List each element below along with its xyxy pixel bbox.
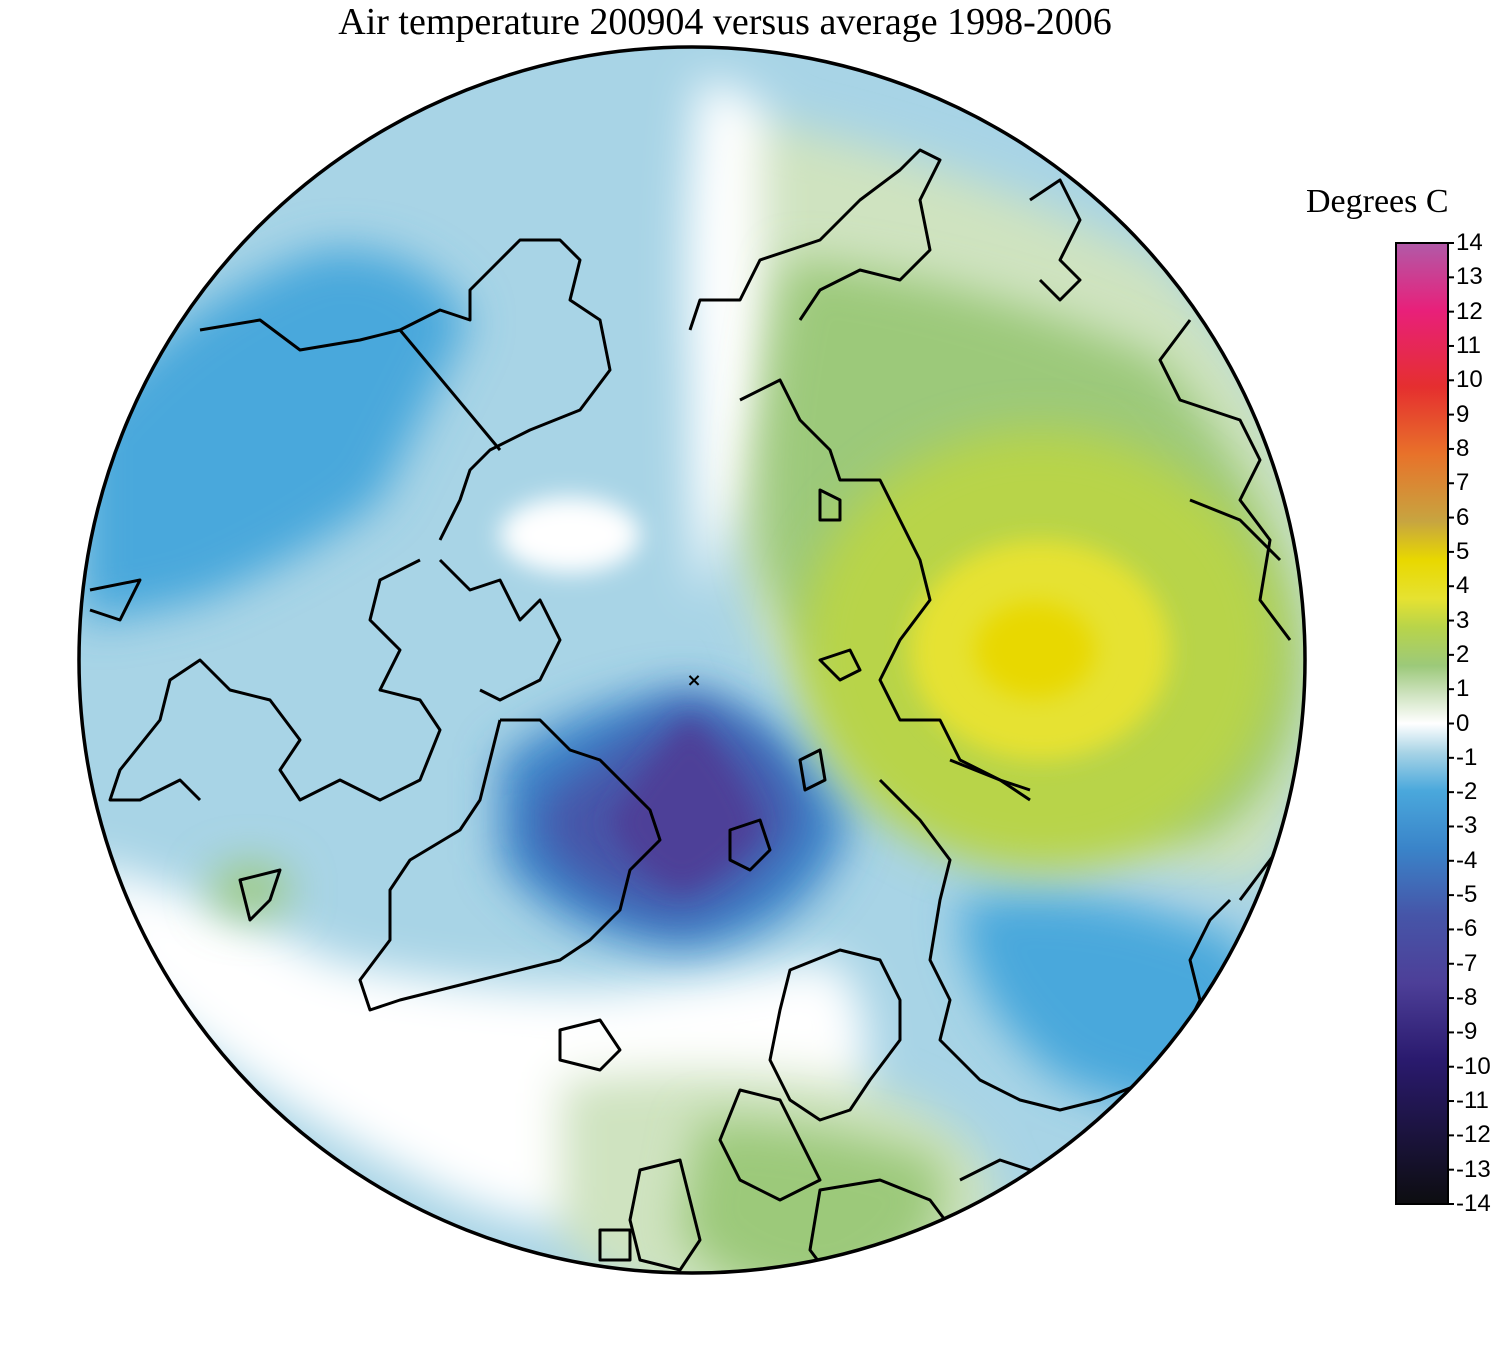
colorbar-tick-label: 13: [1456, 263, 1483, 291]
colorbar-tick-label: 5: [1456, 537, 1470, 565]
map-title: Air temperature 200904 versus average 19…: [338, 1, 1112, 43]
colorbar-tick-label: -2: [1456, 778, 1478, 806]
colorbar-tick-label: -6: [1456, 915, 1478, 943]
colorbar-tick-label: 14: [1456, 229, 1483, 256]
colorbar-ramp: [1395, 242, 1449, 1205]
colorbar-tick-label: 10: [1456, 366, 1483, 394]
colorbar-tick-label: -3: [1456, 812, 1478, 840]
colorbar-tick-label: -1: [1456, 743, 1478, 771]
colorbar-tick-label: -11: [1456, 1087, 1489, 1115]
colorbar-tick-label: -5: [1456, 881, 1478, 909]
colorbar-tick-label: -4: [1456, 846, 1478, 874]
colorbar-tick-label: -12: [1456, 1121, 1491, 1149]
map-disc-outline: [77, 45, 1307, 1275]
colorbar-tick-label: -9: [1456, 1018, 1478, 1046]
anomaly-field: [79, 47, 1305, 1273]
colorbar-tick-label: 2: [1456, 640, 1470, 668]
colorbar-tick-label: -10: [1456, 1052, 1491, 1080]
colorbar-ticks: [1448, 242, 1454, 1205]
colorbar-tick-label: 7: [1456, 469, 1470, 497]
colorbar-tick-label: 4: [1456, 572, 1470, 600]
colorbar-tick-label: 9: [1456, 400, 1470, 428]
coastlines: [89, 148, 1302, 1273]
colorbar-tick-label: 12: [1456, 297, 1483, 325]
colorbar-tick-label: 3: [1456, 606, 1470, 634]
legend-title: Degrees C: [1306, 183, 1449, 220]
colorbar-tick-label: 11: [1456, 331, 1481, 359]
colorbar-tick-label: -14: [1456, 1190, 1491, 1217]
colorbar-tick-label: 8: [1456, 434, 1470, 462]
colorbar-tick-label: -13: [1456, 1155, 1491, 1183]
north-pole-marker: ×: [686, 670, 701, 691]
colorbar-tick-label: -7: [1456, 949, 1478, 977]
colorbar-tick-label: -8: [1456, 984, 1478, 1012]
colorbar-tick-label: 6: [1456, 503, 1470, 531]
colorbar-tick-label: 1: [1456, 675, 1470, 703]
colorbar-tick-label: 0: [1456, 709, 1470, 737]
